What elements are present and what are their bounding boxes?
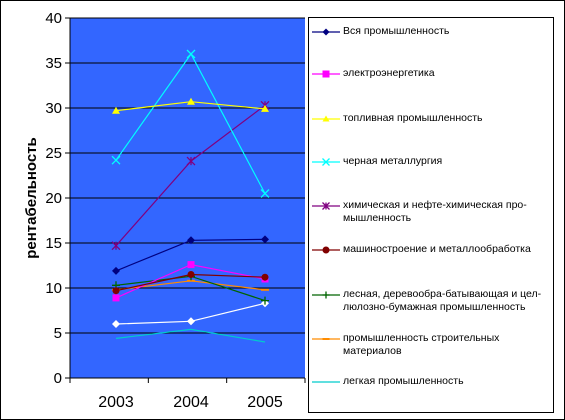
legend-swatch [312,291,340,299]
series-9 [115,328,266,343]
x-tick-label: 2003 [98,394,134,411]
data-point [186,49,196,59]
series-3 [112,97,269,114]
y-tick-label: 35 [45,55,62,72]
legend: Вся промышленность электроэнергетика топли… [308,17,554,413]
data-point [322,158,330,166]
data-point [322,28,330,36]
data-point [322,246,330,254]
y-tick-label: 20 [45,190,62,207]
series-6 [112,271,269,295]
y-tick-label: 40 [45,10,62,27]
data-point [322,115,330,122]
series-1 [112,235,269,275]
legend-swatch [312,70,340,78]
y-axis-label: рентабельность [23,137,40,259]
legend-label: Вся промышленность [343,25,450,37]
data-point [112,266,120,275]
data-point [111,241,121,251]
legend-swatch [312,381,340,383]
y-tick-label: 5 [54,325,62,342]
data-point [112,294,120,302]
data-point [322,70,330,78]
axes: 0 5 10 15 20 25 30 35 40 2003 2004 2005 [45,10,306,411]
legend-swatch [312,158,340,166]
series-10 [112,299,269,328]
y-tick-label: 25 [45,145,62,162]
data-point [187,236,195,245]
series-4 [111,49,270,198]
data-point [112,287,120,295]
data-point [261,104,269,112]
data-point [322,202,330,210]
data-point [187,261,195,269]
legend-swatch [312,202,340,210]
legend-swatch [312,246,340,254]
data-point [112,106,120,114]
data-point [261,235,269,244]
legend-swatch [312,28,340,36]
series-group [111,49,270,343]
data-point [186,156,196,166]
data-point [187,317,195,326]
data-point [187,271,195,278]
y-tick-label: 30 [45,100,62,117]
data-point [260,189,270,198]
y-tick-label: 15 [45,235,62,252]
y-tick-label: 10 [45,280,62,297]
y-tick-label: 0 [54,370,62,387]
data-point [111,155,121,165]
data-point [261,273,269,281]
legend-label: легкая промышленность [343,375,464,387]
legend-label: электроэнергетика [343,67,435,79]
legend-label: химическая и нефте-химическая про-мышлен… [343,199,527,224]
series-line [115,328,266,343]
legend-swatch [312,115,340,122]
data-point [187,97,195,105]
legend-label: промышленность строительных материалов [343,332,500,357]
legend-swatch [312,338,340,340]
legend-label: лесная, деревообра-батывающая и цел-люло… [343,288,542,313]
legend-label: черная металлургия [343,155,443,167]
legend-label: машиностроение и металлообработка [343,243,531,255]
data-point [261,296,269,305]
x-tick-label: 2004 [173,394,209,411]
data-point [322,291,330,299]
x-tick-label: 2005 [247,394,283,411]
data-point [112,320,120,328]
legend-label: топливная промышленность [343,112,483,124]
